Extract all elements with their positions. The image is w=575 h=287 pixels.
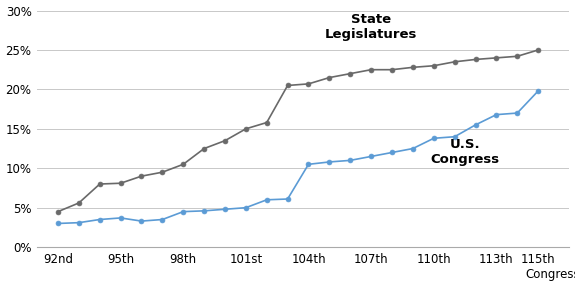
X-axis label: Congress: Congress [526,268,575,282]
Text: State
Legislatures: State Legislatures [325,13,417,40]
Text: U.S.
Congress: U.S. Congress [431,138,500,166]
